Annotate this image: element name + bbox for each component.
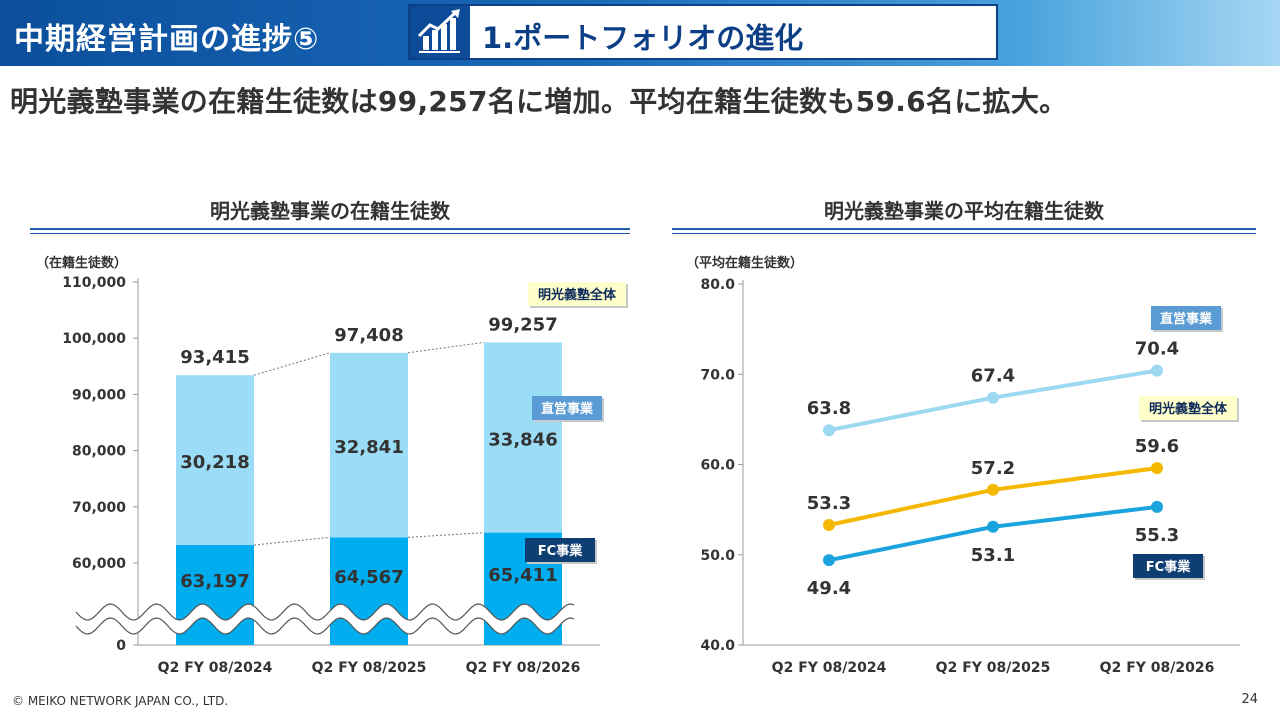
legend-direct: 直営事業 — [541, 401, 594, 417]
header-banner: 中期経営計画の進捗⑤ 1.ポートフォリオの進化 — [0, 0, 1280, 66]
line-y-axis-label: （平均在籍生徒数） — [686, 255, 803, 271]
line-point — [1151, 500, 1163, 513]
average-enrollment-line-chart: （平均在籍生徒数） 40.0 50.0 60.0 70.0 80.0 Q2 FY 08/20… — [686, 255, 1240, 676]
bar-y-tick-label: 70,000 — [72, 500, 126, 516]
line-value-label: 53.3 — [807, 493, 851, 514]
legend-fc: FC事業 — [538, 543, 583, 559]
line-value-label: 70.4 — [1135, 339, 1179, 360]
bar-direct-segment — [484, 342, 562, 533]
bar-total-value-label: 93,415 — [180, 347, 249, 368]
rising-bar-chart-icon — [410, 6, 470, 58]
line-value-label: 63.8 — [807, 398, 851, 419]
line-y-tick-label: 60.0 — [700, 458, 735, 474]
line-y-tick-label: 40.0 — [700, 638, 735, 654]
line-y-tick-label: 80.0 — [700, 277, 735, 293]
legend-direct: 直営事業 — [1160, 311, 1213, 327]
legend-meiko-total-box — [528, 282, 626, 306]
legend-direct-box — [532, 396, 602, 420]
copyright: © MEIKO NETWORK JAPAN CO., LTD. — [12, 694, 229, 708]
enrollment-bar-chart: （在籍生徒数） 0 60,000 70,000 80,000 90,000 100,000 1… — [36, 255, 628, 676]
line-y-tick-label: 50.0 — [700, 548, 735, 564]
line-point — [987, 391, 999, 404]
line-x-tick-label: Q2 FY 08/2024 — [772, 660, 887, 676]
legend-meiko-total: 明光義塾全体 — [1149, 401, 1228, 417]
bar-direct-segment — [176, 375, 254, 546]
line-value-label: 49.4 — [807, 578, 851, 599]
bar-y-tick-label: 90,000 — [72, 387, 126, 403]
line-x-tick-label: Q2 FY 08/2026 — [1100, 660, 1215, 676]
line-value-label: 55.3 — [1135, 525, 1179, 546]
bar-direct-segment — [330, 352, 408, 538]
line-y-tick-label: 70.0 — [700, 367, 735, 383]
page-number: 24 — [1241, 692, 1258, 707]
line-point — [823, 518, 835, 531]
bar-fc-value-label: 65,411 — [488, 565, 557, 586]
legend-fc: FC事業 — [1146, 559, 1191, 575]
bar-chart-title-rule — [30, 228, 630, 234]
legend-direct-box — [1151, 306, 1221, 330]
bar-y-tick-label: 110,000 — [62, 275, 126, 291]
line-point — [823, 424, 835, 437]
line-value-label: 59.6 — [1135, 436, 1179, 457]
line-value-label: 57.2 — [971, 458, 1015, 479]
bar-y-tick-label: 60,000 — [72, 556, 126, 572]
headline: 明光義塾事業の在籍生徒数は99,257名に増加。平均在籍生徒数も59.6名に拡大… — [10, 85, 1068, 118]
bar-x-tick-label: Q2 FY 08/2026 — [466, 660, 581, 676]
bar-fc-connector — [253, 536, 331, 546]
bar-y-tick-label: 0 — [116, 638, 126, 654]
axis-break-line — [75, 617, 575, 635]
line-point — [987, 483, 999, 496]
bar-fc-connector — [407, 532, 485, 538]
bar-total-connector — [407, 341, 485, 354]
line-chart-title-rule — [672, 228, 1256, 234]
line-point — [1151, 462, 1163, 475]
legend-meiko-total: 明光義塾全体 — [538, 287, 617, 303]
legend-fc-box — [525, 538, 595, 562]
line-point — [1151, 364, 1163, 377]
bar-total-connector — [253, 352, 331, 376]
line-chart-title: 明光義塾事業の平均在籍生徒数 — [824, 199, 1104, 223]
bar-x-tick-label: Q2 FY 08/2024 — [158, 660, 273, 676]
page-title: 中期経営計画の進捗⑤ — [14, 22, 320, 57]
line-x-tick-label: Q2 FY 08/2025 — [936, 660, 1051, 676]
axis-break-line — [75, 603, 575, 621]
line-value-label: 67.4 — [971, 366, 1015, 387]
line-value-label: 53.1 — [971, 545, 1015, 566]
bar-y-tick-label: 80,000 — [72, 444, 126, 460]
line-point — [823, 554, 835, 567]
bar-fc-value-label: 64,567 — [334, 567, 403, 588]
section-subtitle-box: 1.ポートフォリオの進化 — [408, 4, 998, 60]
legend-meiko-total-box — [1139, 396, 1237, 420]
bar-y-axis-label: （在籍生徒数） — [36, 255, 127, 271]
section-subtitle: 1.ポートフォリオの進化 — [482, 21, 804, 55]
bar-chart-title: 明光義塾事業の在籍生徒数 — [210, 199, 450, 223]
bar-direct-value-label: 32,841 — [334, 437, 403, 458]
bar-direct-value-label: 30,218 — [180, 452, 249, 473]
line-point — [987, 520, 999, 533]
bar-total-value-label: 97,408 — [334, 325, 403, 346]
legend-fc-box — [1133, 554, 1203, 578]
bar-total-value-label: 99,257 — [488, 314, 557, 335]
axis-break-band — [76, 604, 575, 634]
bar-x-tick-label: Q2 FY 08/2025 — [312, 660, 427, 676]
bar-y-tick-label: 100,000 — [62, 331, 126, 347]
bar-direct-value-label: 33,846 — [488, 429, 557, 450]
bar-fc-value-label: 63,197 — [180, 571, 249, 592]
